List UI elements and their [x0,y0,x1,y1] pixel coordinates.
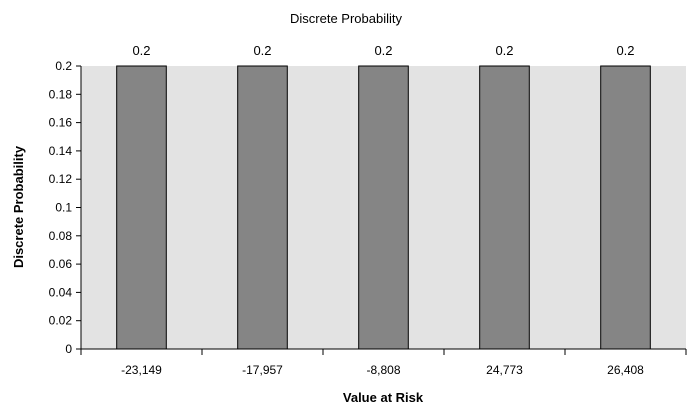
data-labels-layer: 0.2 0.2 0.2 0.2 0.2 [132,43,634,58]
y-tick-label-8: 0.16 [49,116,73,130]
chart-title: Discrete Probability [290,11,402,26]
y-tick-label-4: 0.08 [49,229,73,243]
x-tick-label-3: 24,773 [486,363,523,377]
y-tick-label-9: 0.18 [49,87,73,101]
y-tick-label-10: 0.2 [55,59,72,73]
y-tick-label-0: 0 [65,342,72,356]
y-axis: 0 0.02 0.04 0.06 0.08 0.1 0.12 0.14 0.16 0.18 0.2 [49,59,82,356]
x-tick-label-0: -23,149 [121,363,162,377]
bar-0 [116,65,167,350]
bar-1 [237,65,288,350]
y-tick-label-1: 0.02 [49,314,73,328]
bar-4 [600,65,651,350]
y-tick-label-3: 0.06 [49,257,73,271]
data-label-2: 0.2 [374,43,392,58]
x-tick-label-1: -17,957 [242,363,283,377]
y-axis-label: Discrete Probability [11,145,26,268]
y-tick-label-2: 0.04 [49,285,73,299]
data-label-3: 0.2 [495,43,513,58]
y-tick-label-7: 0.14 [49,144,73,158]
y-tick-label-6: 0.12 [49,172,73,186]
data-label-1: 0.2 [253,43,271,58]
bar-2 [358,65,409,350]
data-label-0: 0.2 [132,43,150,58]
bars-layer [116,65,651,350]
bar-3 [479,65,530,350]
x-axis: -23,149 -17,957 -8,808 24,773 26,408 [80,348,687,377]
y-tick-label-5: 0.1 [55,201,72,215]
x-tick-label-2: -8,808 [366,363,400,377]
x-tick-label-4: 26,408 [607,363,644,377]
x-axis-label: Value at Risk [343,390,424,405]
data-label-4: 0.2 [616,43,634,58]
